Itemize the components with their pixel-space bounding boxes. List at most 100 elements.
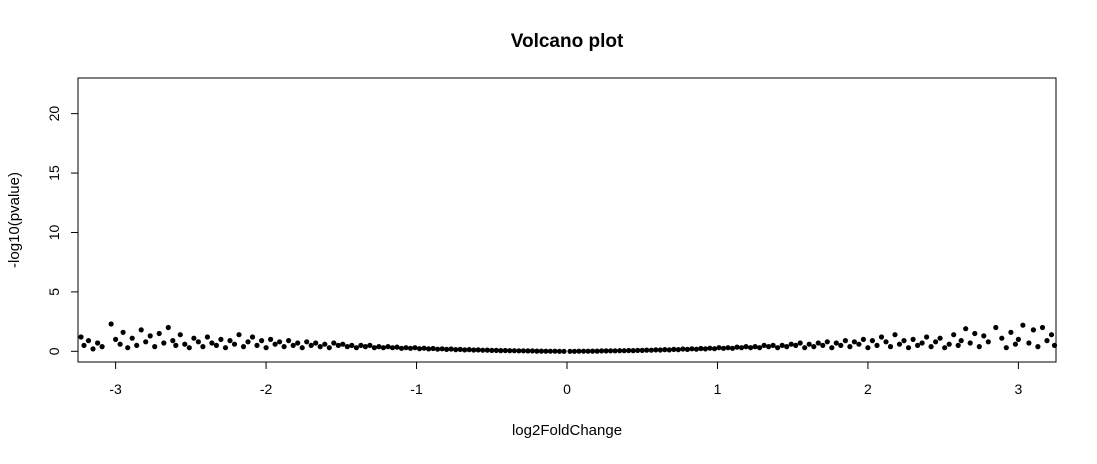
data-point — [331, 340, 337, 346]
data-point — [860, 336, 867, 342]
data-point — [493, 347, 499, 353]
data-point — [182, 341, 188, 347]
data-point — [268, 336, 274, 342]
data-point — [878, 334, 885, 340]
data-point — [125, 345, 131, 351]
data-point — [838, 342, 844, 348]
data-point — [85, 338, 92, 344]
data-point — [108, 321, 114, 327]
data-point — [511, 348, 517, 354]
data-point — [1008, 329, 1014, 335]
x-tick-label: 1 — [714, 381, 722, 397]
data-point — [385, 344, 391, 350]
data-point — [698, 345, 704, 352]
data-point — [376, 344, 382, 350]
data-point — [802, 345, 808, 351]
data-points — [78, 321, 1058, 354]
data-point — [1015, 336, 1022, 342]
data-point — [581, 348, 587, 354]
data-point — [1020, 322, 1026, 328]
data-point — [612, 348, 618, 354]
data-point — [1035, 344, 1041, 350]
data-point — [851, 339, 858, 345]
x-axis: -3 -2 -1 0 1 2 3 — [109, 362, 1022, 397]
data-point — [453, 347, 459, 353]
data-point — [525, 348, 531, 354]
data-point — [416, 346, 423, 352]
data-point — [209, 340, 215, 346]
data-point — [1030, 327, 1036, 333]
data-point — [547, 348, 554, 354]
x-axis-label: log2FoldChange — [512, 422, 622, 439]
data-point — [711, 346, 718, 352]
data-point — [236, 332, 242, 338]
data-point — [90, 346, 96, 352]
data-point — [335, 342, 341, 348]
data-point — [195, 339, 201, 345]
data-point — [322, 341, 328, 347]
data-point — [520, 348, 527, 354]
data-point — [245, 339, 251, 345]
data-point — [286, 338, 292, 344]
data-point — [887, 344, 894, 350]
data-point — [466, 347, 472, 353]
data-point — [915, 342, 921, 348]
data-point — [824, 339, 830, 345]
data-point — [272, 341, 278, 347]
data-point — [290, 342, 296, 348]
data-point — [951, 332, 957, 338]
data-point — [349, 342, 355, 348]
data-point — [666, 347, 672, 353]
data-point — [896, 341, 903, 347]
data-point — [403, 345, 409, 351]
x-tick-label: -3 — [109, 381, 122, 397]
data-point — [779, 342, 785, 348]
data-point — [484, 347, 490, 353]
data-point — [829, 345, 835, 351]
data-point — [516, 348, 522, 354]
data-point — [556, 348, 563, 354]
data-point — [734, 344, 740, 350]
data-point — [156, 330, 162, 337]
data-point — [1044, 338, 1050, 344]
data-point — [963, 326, 969, 332]
data-point — [313, 340, 319, 346]
data-point — [113, 336, 119, 342]
data-point — [603, 348, 609, 354]
data-point — [693, 346, 700, 352]
data-point — [635, 347, 641, 353]
data-point — [752, 344, 758, 350]
data-point — [407, 345, 414, 351]
data-point — [263, 345, 269, 351]
data-point — [738, 345, 745, 351]
data-point — [308, 342, 314, 348]
data-point — [502, 347, 508, 354]
data-point — [576, 348, 582, 354]
data-point — [430, 345, 436, 352]
data-point — [165, 324, 171, 331]
data-point — [594, 348, 600, 354]
data-point — [170, 338, 176, 344]
data-point — [993, 324, 999, 331]
data-point — [394, 344, 400, 350]
data-point — [398, 345, 405, 351]
data-point — [621, 348, 627, 354]
data-point — [905, 345, 912, 351]
data-point — [259, 338, 265, 344]
y-tick-label: 15 — [46, 165, 62, 181]
chart-title: Volcano plot — [511, 31, 624, 52]
data-point — [1048, 332, 1055, 338]
data-point — [847, 344, 853, 350]
data-point — [684, 346, 691, 352]
data-point — [856, 341, 862, 347]
y-axis: 0 5 10 15 20 — [46, 106, 78, 355]
data-point — [675, 347, 681, 353]
data-point — [820, 342, 826, 348]
data-point — [326, 345, 332, 351]
data-point — [78, 334, 84, 340]
data-point — [720, 345, 727, 351]
data-point — [340, 341, 346, 347]
data-point — [901, 338, 907, 344]
y-tick-label: 20 — [46, 106, 62, 122]
